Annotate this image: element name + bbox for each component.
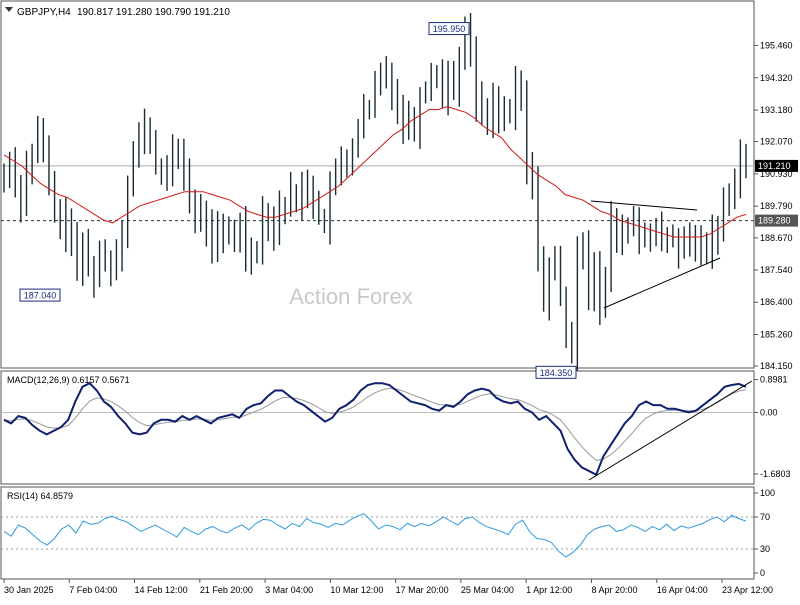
time-tick-label: 14 Feb 12:00	[135, 585, 188, 595]
time-tick-label: 30 Jan 2025	[4, 585, 54, 595]
macd-trendline[interactable]	[588, 380, 753, 481]
time-tick-label: 1 Apr 12:00	[526, 585, 572, 595]
time-tick-label: 23 Apr 12:00	[722, 585, 773, 595]
macd-tick-label: 0.00	[760, 407, 778, 417]
rsi-tick-label: 0	[760, 568, 765, 578]
price-axis: 195.460 194.320 193.180 192.070 190.930 189.7…	[754, 40, 793, 371]
price-tick-label: 189.790	[760, 201, 793, 211]
rsi-axis: 100 70 30 0	[1, 488, 775, 578]
price-tick-label: 186.400	[760, 297, 793, 307]
price-annotations: 195.950 187.040 184.350	[19, 22, 577, 379]
current-price-tag-label: 191.210	[758, 161, 791, 171]
reference-level-tag	[755, 214, 798, 227]
price-tick-label: 192.070	[760, 137, 793, 147]
price-tick-label: 195.460	[760, 40, 793, 50]
rsi-tick-label: 30	[760, 544, 770, 554]
chart-header: GBPJPY,H4 190.817 191.280 190.790 191.21…	[5, 7, 230, 18]
triangle-pattern-lines	[590, 200, 721, 309]
triangle-upper-line[interactable]	[590, 200, 698, 211]
reference-level-tag-label: 189.280	[758, 216, 791, 226]
rsi-panel-frame	[0, 486, 755, 580]
rsi-line	[3, 513, 747, 558]
price-annotation-box	[19, 288, 61, 302]
price-panel-frame	[0, 0, 755, 369]
ohlc-values: 190.817 191.280 190.790 191.210	[77, 7, 230, 18]
rsi-label: RSI(14) 64.8579	[7, 491, 73, 501]
time-tick-label: 21 Feb 20:00	[200, 585, 253, 595]
macd-label: MACD(12,26,9) 0.6157 0.5671	[7, 375, 130, 385]
time-tick-label: 10 Mar 12:00	[330, 585, 383, 595]
time-tick-label: 7 Feb 04:00	[69, 585, 117, 595]
macd-tick-label: 0.8981	[760, 375, 788, 385]
rsi-tick-label: 70	[760, 512, 770, 522]
macd-line	[3, 381, 747, 477]
time-axis: 30 Jan 2025 7 Feb 04:00 14 Feb 12:00 21 Feb…	[3, 579, 773, 595]
price-annotation-box	[535, 365, 577, 379]
macd-signal-line	[3, 387, 747, 461]
price-annotation-label: 187.040	[24, 291, 57, 301]
price-tick-label: 184.150	[760, 361, 793, 371]
time-tick-label: 17 Mar 20:00	[396, 585, 449, 595]
price-annotation-label: 195.950	[433, 24, 466, 34]
price-annotation-box	[428, 22, 470, 36]
price-tick-label: 194.320	[760, 73, 793, 83]
moving-average-line	[3, 106, 747, 238]
price-bars	[3, 13, 747, 371]
rsi-tick-label: 100	[760, 488, 775, 498]
symbol-label: GBPJPY,H4	[17, 7, 71, 18]
moving-average	[3, 106, 747, 238]
collapse-arrow-icon[interactable]	[5, 7, 13, 12]
price-tick-label: 185.260	[760, 330, 793, 340]
price-tags: 191.210 189.280	[755, 159, 798, 227]
macd-tick-label: -1.6803	[760, 469, 791, 479]
time-tick-label: 16 Apr 04:00	[657, 585, 708, 595]
time-tick-label: 3 Mar 04:00	[265, 585, 313, 595]
price-tick-label: 188.670	[760, 233, 793, 243]
price-annotation-label: 184.350	[540, 368, 573, 378]
macd-lines	[3, 381, 747, 477]
price-tick-label: 187.540	[760, 265, 793, 275]
macd-panel-frame	[0, 370, 755, 485]
current-price-tag	[755, 159, 798, 172]
price-levels	[1, 165, 754, 222]
price-tick-label: 193.180	[760, 105, 793, 115]
price-tick-label: 190.930	[760, 169, 793, 179]
watermark: Action Forex	[289, 284, 413, 309]
rsi-lines	[3, 513, 747, 558]
time-tick-label: 8 Apr 20:00	[591, 585, 637, 595]
triangle-lower-line[interactable]	[603, 257, 721, 309]
time-tick-label: 25 Mar 04:00	[461, 585, 514, 595]
